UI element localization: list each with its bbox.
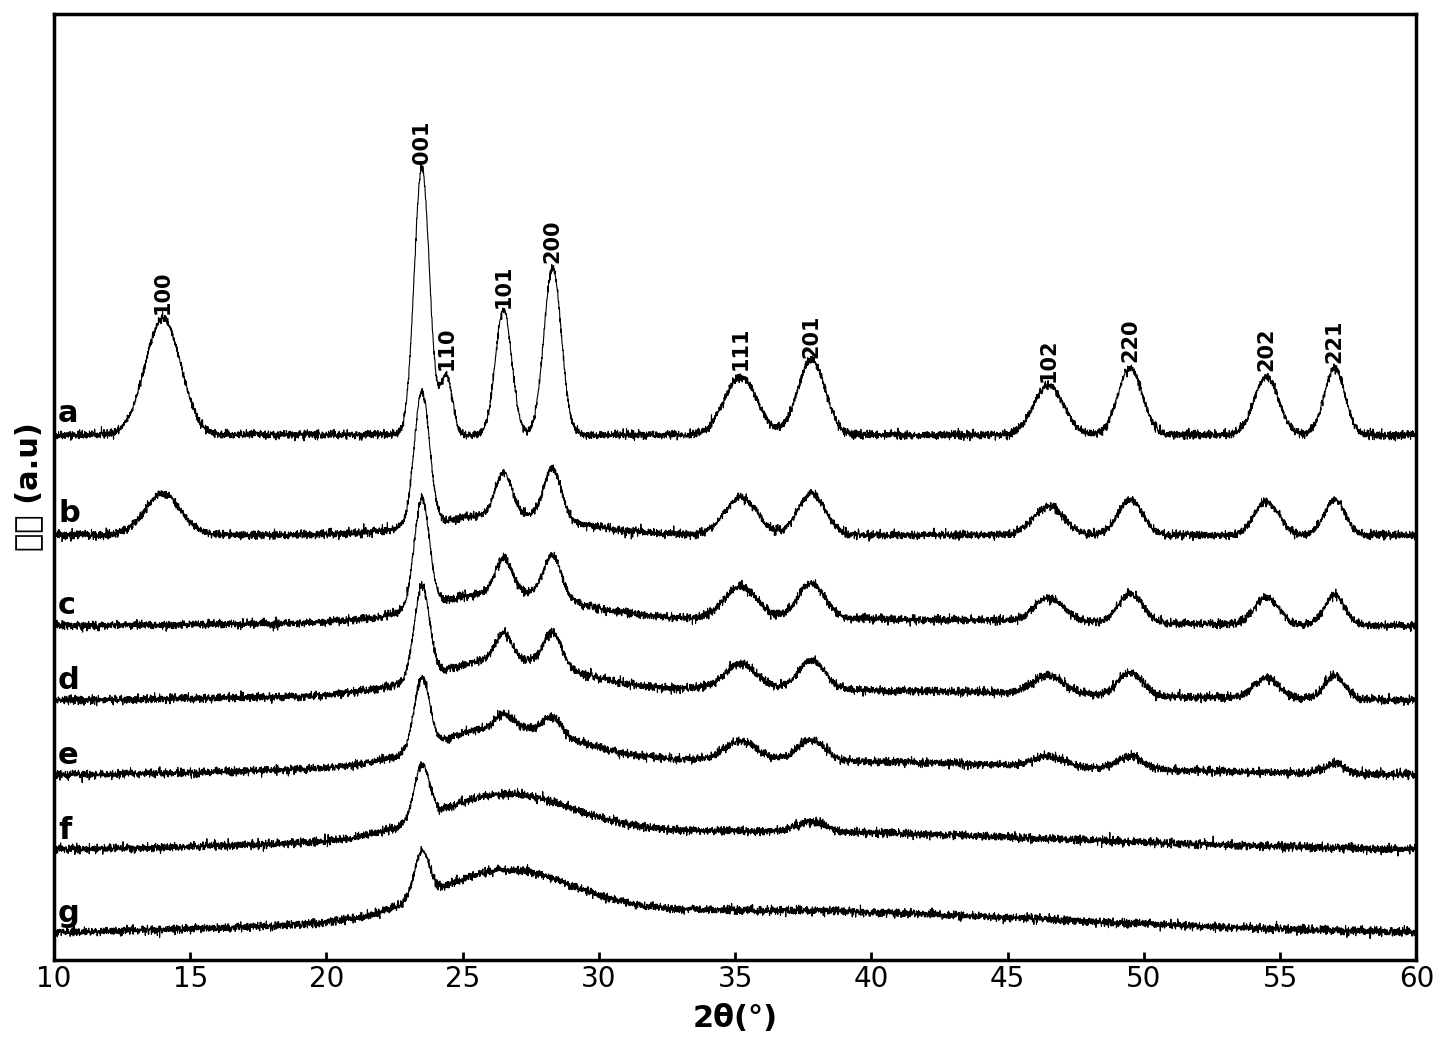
Text: a: a: [58, 399, 78, 428]
X-axis label: 2θ(°): 2θ(°): [692, 1004, 778, 1033]
Text: 220: 220: [1121, 319, 1141, 362]
Text: 001: 001: [411, 120, 432, 163]
Text: e: e: [58, 741, 78, 770]
Text: c: c: [58, 591, 77, 620]
Text: 102: 102: [1038, 339, 1058, 382]
Text: 202: 202: [1257, 328, 1277, 371]
Text: 221: 221: [1325, 320, 1345, 363]
Text: g: g: [58, 899, 80, 929]
Text: 111: 111: [731, 327, 750, 370]
Text: f: f: [58, 816, 71, 845]
Text: 100: 100: [153, 271, 172, 314]
Text: 201: 201: [802, 315, 821, 358]
Text: d: d: [58, 666, 80, 695]
Y-axis label: 强度 (a.u): 强度 (a.u): [14, 423, 43, 552]
Text: 200: 200: [543, 220, 563, 263]
Text: b: b: [58, 499, 80, 529]
Text: 101: 101: [494, 264, 514, 308]
Text: 110: 110: [436, 327, 456, 370]
